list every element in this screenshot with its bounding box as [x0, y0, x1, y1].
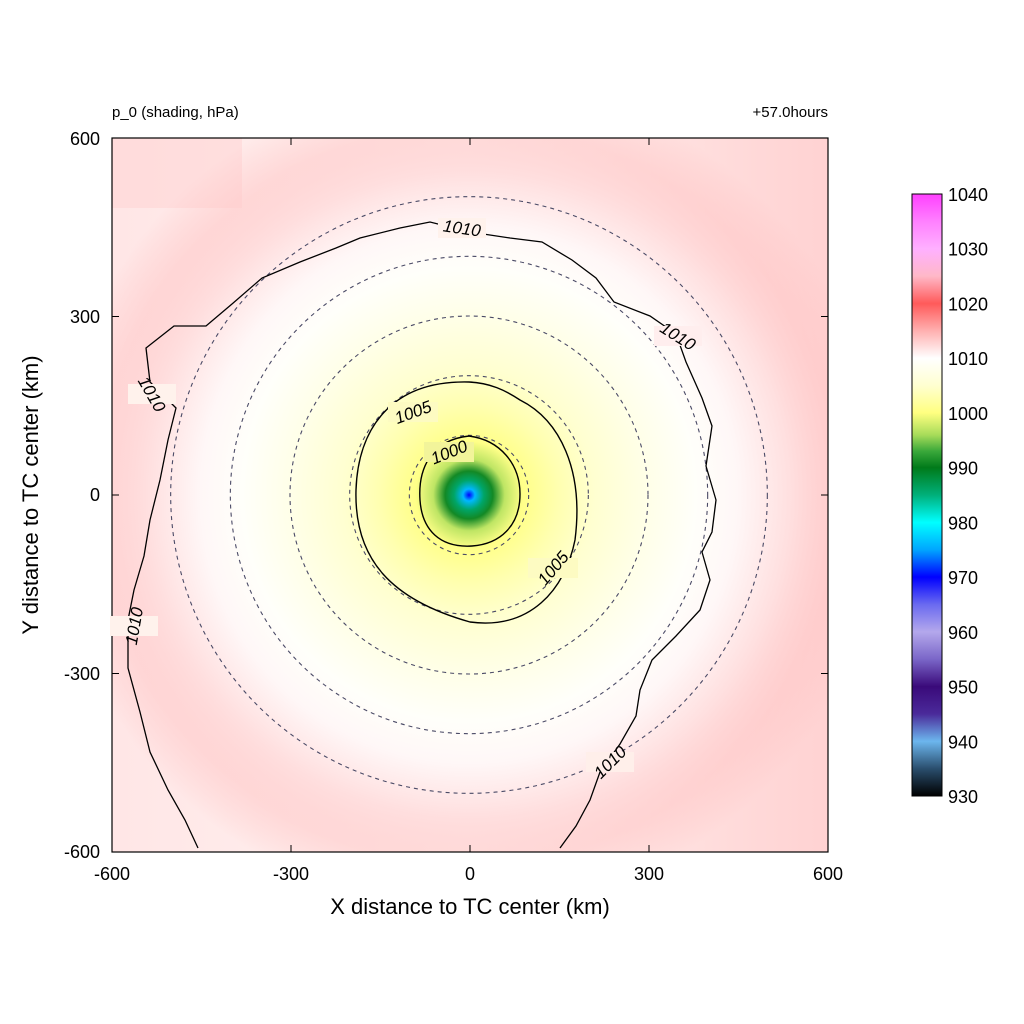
colorbar-tick-label: 1020 [948, 294, 988, 314]
x-tick-label: 600 [813, 864, 843, 884]
contour-1010 [127, 221, 717, 849]
y-tick-label: -300 [64, 664, 100, 684]
colorbar-tick-label: 1010 [948, 349, 988, 369]
colorbar-tick-label: 1030 [948, 240, 988, 260]
x-tick-label: -300 [273, 864, 309, 884]
dashed-radius-circles [170, 196, 768, 794]
x-tick-label: 0 [465, 864, 475, 884]
colorbar [911, 193, 943, 797]
x-tick-label: -600 [94, 864, 130, 884]
y-tick-labels: -600 -300 0 300 600 [64, 129, 100, 862]
x-tick-labels: -600 -300 0 300 600 [94, 864, 843, 884]
colorbar-tick-label: 960 [948, 623, 978, 643]
colorbar-tick-label: 940 [948, 732, 978, 752]
dashed-circle [170, 196, 768, 794]
colorbar-tick-label: 980 [948, 513, 978, 533]
colorbar-tick-labels: 930 940 950 960 970 980 990 1000 1010 1020 1030 104… [948, 185, 988, 807]
x-tick-label: 300 [634, 864, 664, 884]
contour-1005 [355, 381, 578, 624]
y-tick-label: 0 [90, 485, 100, 505]
title-right: +57.0hours [753, 104, 828, 121]
y-tick-label: -600 [64, 842, 100, 862]
colorbar-tick-label: 990 [948, 459, 978, 479]
colorbar-tick-label: 1040 [948, 185, 988, 205]
axis-ticks [111, 137, 829, 853]
contour-1000 [419, 435, 521, 547]
dashed-circle [229, 255, 709, 735]
y-tick-label: 600 [70, 129, 100, 149]
colorbar-tick-label: 930 [948, 787, 978, 807]
colorbar-tick-label: 1000 [948, 404, 988, 424]
dashed-circle [289, 315, 649, 675]
contour-lines [127, 221, 717, 849]
dashed-circle [349, 375, 589, 615]
title-left: p_0 (shading, hPa) [112, 104, 239, 121]
pressure-field [112, 138, 828, 852]
y-axis-title: Y distance to TC center (km) [18, 355, 43, 634]
colorbar-tick-label: 950 [948, 678, 978, 698]
y-tick-label: 300 [70, 307, 100, 327]
x-axis-title: X distance to TC center (km) [330, 894, 610, 919]
colorbar-tick-label: 970 [948, 568, 978, 588]
